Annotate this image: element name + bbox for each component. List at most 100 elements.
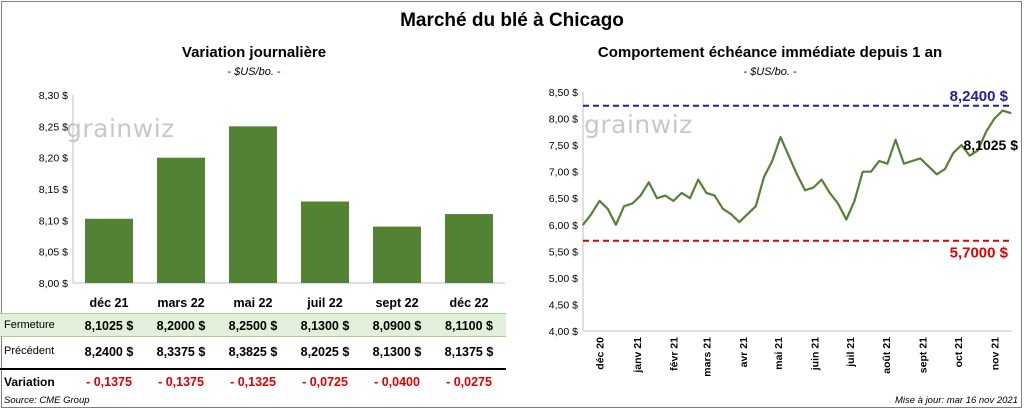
bar [157, 157, 205, 283]
price-point [763, 176, 765, 178]
right-y-tick-label: 7,50 $ [549, 140, 578, 152]
price-point [1001, 109, 1004, 112]
left-chart-title: Variation journalière [181, 44, 327, 61]
variation-row-label: Variation [4, 375, 55, 389]
price-point [738, 221, 741, 223]
left-x-tick-label: sept 22 [375, 296, 418, 310]
price-point [870, 170, 872, 173]
price-point [615, 223, 617, 226]
right-y-tick-label: 5,00 $ [549, 273, 578, 285]
left-x-tick-label: mai 22 [234, 296, 273, 310]
price-point [993, 117, 996, 120]
price-point [730, 213, 732, 215]
prev-cell: 8,1300 $ [372, 345, 422, 359]
price-point [680, 192, 683, 194]
price-point [631, 202, 634, 205]
right-x-tick-label: nov 21 [989, 337, 1001, 370]
page-title: Marché du blé à Chicago [400, 10, 624, 31]
left-y-tick-label: 8,30 $ [39, 90, 68, 102]
price-point [977, 149, 979, 152]
close-cell: 8,1100 $ [445, 319, 493, 333]
price-point [968, 154, 971, 157]
close-cell: 8,1025 $ [84, 319, 134, 333]
right-y-tick-label: 7,00 $ [549, 167, 578, 179]
price-series-line [582, 109, 1012, 226]
left-x-tick-label: déc 22 [450, 296, 489, 310]
price-point [845, 218, 848, 221]
left-chart-units: - $US/bo. - [227, 66, 281, 78]
close-cell: 8,2500 $ [228, 319, 278, 333]
left-y-tick-label: 8,05 $ [39, 247, 68, 259]
bar [445, 214, 493, 283]
price-point [648, 181, 650, 184]
right-chart-units: - $US/bo. - [743, 66, 797, 78]
prev-cell: 8,3375 $ [156, 345, 206, 359]
right-x-tick-label: juin 21 [810, 337, 822, 371]
price-point [582, 223, 584, 226]
bar [301, 201, 349, 283]
close-cell: 8,2000 $ [156, 319, 206, 333]
grainwiz-logo-right: grainwiz [584, 110, 693, 139]
price-point [697, 178, 699, 181]
left-x-tick-label: mars 22 [157, 296, 204, 310]
price-point [606, 208, 609, 210]
price-point [722, 208, 724, 210]
var-cell: - 0,0400 [374, 375, 420, 389]
update-note: Mise à jour: mar 16 nov 2021 [894, 395, 1018, 406]
left-x-tick-label: juil 22 [306, 296, 342, 310]
prev-cell: 8,3825 $ [228, 345, 278, 359]
right-x-tick-label: févr 21 [669, 337, 681, 371]
price-point [820, 178, 823, 181]
left-y-tick-label: 8,20 $ [39, 153, 68, 165]
var-cell: - 0,0275 [446, 375, 492, 389]
price-point [837, 202, 839, 205]
price-point [829, 192, 831, 194]
close-row-label: Fermeture [4, 319, 55, 331]
price-point [713, 194, 716, 197]
right-y-tick-label: 6,00 $ [549, 220, 578, 232]
price-point [861, 170, 864, 173]
left-y-tick-label: 8,00 $ [39, 278, 68, 290]
right-chart-title: Comportement échéance immédiate depuis 1… [597, 44, 943, 61]
price-point [787, 154, 790, 157]
price-point [853, 200, 856, 202]
right-y-tick-label: 6,50 $ [549, 193, 578, 205]
right-x-tick-label: août 21 [881, 337, 893, 374]
price-point [771, 160, 774, 162]
left-y-tick-label: 8,25 $ [39, 121, 68, 133]
right-y-tick-label: 4,00 $ [549, 326, 578, 338]
close-cell: 8,1300 $ [300, 319, 350, 333]
high-label: 8,2400 $ [950, 88, 1009, 105]
right-x-tick-label: sept 21 [918, 337, 930, 373]
price-point [1010, 112, 1012, 114]
price-point [590, 213, 593, 215]
price-point [878, 160, 880, 162]
price-point [598, 200, 601, 202]
left-y-tick-label: 8,10 $ [39, 215, 68, 227]
price-point [911, 160, 913, 162]
variation-row: Variation - 0,1375 - 0,1375 - 0,1325 - 0,07… [0, 368, 506, 392]
grainwiz-logo-left: grainwiz [66, 114, 175, 143]
right-x-tick-label: janv 21 [632, 337, 644, 374]
price-point [746, 213, 749, 215]
left-x-tick-label: déc 21 [90, 296, 129, 310]
price-point [960, 144, 963, 146]
price-point [754, 205, 757, 207]
price-point [672, 200, 675, 202]
price-point [664, 194, 667, 197]
right-y-tick-label: 5,50 $ [549, 246, 578, 258]
right-x-tick-label: avr 21 [738, 337, 750, 368]
price-point [886, 162, 889, 165]
right-x-tick-label: juil 21 [845, 337, 857, 368]
var-cell: - 0,1375 [158, 375, 204, 389]
price-point [952, 152, 955, 154]
price-point [705, 192, 708, 194]
right-y-tick-label: 4,50 $ [549, 299, 578, 311]
price-point [985, 131, 987, 133]
price-point [689, 197, 691, 200]
bar [373, 226, 421, 283]
price-point [639, 194, 642, 197]
prev-cell: 8,2025 $ [300, 345, 350, 359]
